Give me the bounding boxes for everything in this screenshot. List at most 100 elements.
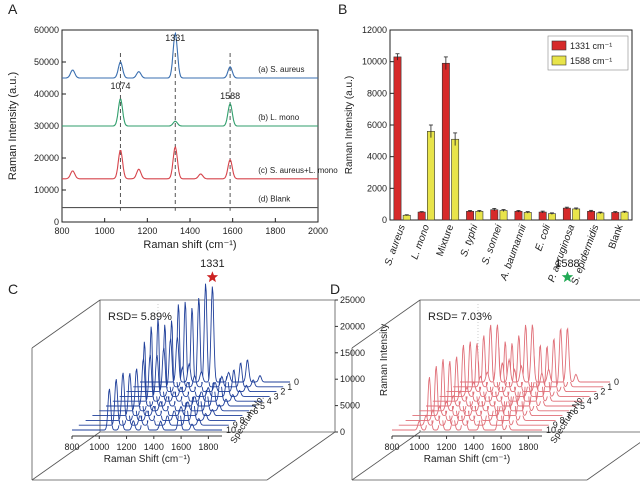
waterfall-spectrum-number: 1 [287,382,292,392]
panel-b-bar [587,210,596,221]
panel-a-y-tick-label: 20000 [34,153,59,163]
waterfall-x-tick-label: 1400 [464,442,484,452]
panel-b-bar [426,131,435,221]
waterfall-spectrum [140,286,290,383]
waterfall-spectrum-mask [460,324,610,382]
panel-b-bar [475,210,484,221]
panel-a-series-line [62,31,318,79]
waterfall-x-tick-label: 1200 [437,442,457,452]
waterfall-spectrum-number: 7 [246,411,251,421]
waterfall-spectrum-number: 6 [253,406,258,416]
panel-a-x-axis-title: Raman shift (cm⁻¹) [143,239,236,251]
panel-a-x-tick-label: 1600 [223,226,243,236]
panel-b-y-tick-label: 10000 [362,57,387,67]
waterfall-spectrum-number: 5 [260,401,265,411]
panel-a-series-line [62,98,318,127]
waterfall-x-axis-title: Raman Shift (cm⁻¹) [104,454,190,465]
panel-b-category-label: E. coli [533,223,553,253]
panel-b-category-label: S. sonnei [480,223,505,267]
waterfall-peak-star-icon [206,271,219,283]
waterfall-peak-label: 1588 [555,258,579,270]
waterfall-x-tick-label: 1800 [198,442,218,452]
waterfall-spectrum-number: 2 [600,387,605,397]
waterfall-rsd-label: RSD= 7.03% [428,311,492,323]
panel-label-D: D [330,281,340,297]
panel-a-y-tick-label: 0 [54,217,59,227]
panel-a-y-tick-label: 40000 [34,89,59,99]
waterfall-spectrum [412,361,563,417]
waterfall-z-tick-label: 0 [340,427,345,437]
waterfall-spectrum-mask [106,304,256,406]
waterfall-spectrum-mask [85,318,236,421]
waterfall-spectrum-number: 4 [587,396,592,406]
panel-b-bar [596,212,605,221]
waterfall-spectrum-number: 3 [594,391,599,401]
panel-a-x-tick-label: 1800 [265,226,285,236]
waterfall-spectrum-mask [439,343,590,397]
panel-b-category-label: S. aureus [383,223,408,267]
waterfall-z-axis-title: Raman Intensity [379,324,390,396]
waterfall-x-tick-label: 1600 [491,442,511,452]
panel-b-legend-swatch [551,40,567,51]
panel-b-category-label: S. typhi [459,223,481,259]
panel-a-series-label: (a) S. aureus [258,65,304,74]
waterfall-spectrum-mask [446,335,597,392]
panel-a-x-tick-label: 800 [54,226,69,236]
panel-label-B: B [338,1,347,17]
waterfall-spectrum-mask [432,341,583,402]
waterfall-spectrum-mask [405,359,556,421]
waterfall-z-tick-label: 15000 [340,348,365,358]
waterfall-box-edge [586,442,640,481]
panel-a-x-tick-label: 1200 [137,226,157,236]
panel-b-legend-label: 1331 cm⁻¹ [570,41,612,51]
waterfall-spectrum [453,324,604,388]
waterfall-spectrum-mask [119,308,270,397]
waterfall-x-tick-label: 800 [64,442,79,452]
waterfall-z-tick-label: 25000 [340,295,365,305]
waterfall-spectrum-number: 8 [240,415,245,425]
waterfall-x-tick-label: 1800 [518,442,538,452]
panel-a-series-label: (d) Blank [258,195,291,204]
waterfall-spectrum-number: 2 [280,387,285,397]
panel-b-bar [451,138,460,221]
waterfall-peak-star-icon [561,271,574,283]
waterfall-z-tick-label: 20000 [340,321,365,331]
waterfall-x-tick-label: 1200 [117,442,137,452]
panel-b-bar [538,211,547,221]
panel-b-y-tick-label: 4000 [367,152,387,162]
waterfall-x-tick-label: 800 [384,442,399,452]
waterfall-spectrum-mask [419,356,570,411]
panel-b-bar [466,210,475,221]
waterfall-spectrum-number: 4 [267,396,272,406]
waterfall-spectrum [392,377,542,431]
waterfall-spectrum-mask [99,320,250,411]
waterfall-spectrum-number: 7 [566,411,571,421]
waterfall-spectrum-mask [453,324,604,387]
waterfall-z-tick-label: 10000 [340,374,365,384]
waterfall-spectrum [398,366,549,426]
panel-a-y-tick-label: 60000 [34,25,59,35]
panel-b-bar [490,209,499,221]
panel-a-x-tick-label: 1000 [95,226,115,236]
panel-b-category-label: Mixture [435,223,457,258]
waterfall-spectrum-mask [72,341,222,430]
waterfall-box-edge [31,431,101,481]
panel-b-bar [441,62,450,221]
waterfall-box-edge [351,431,421,481]
waterfall-spectrum-mask [92,324,243,416]
waterfall-peak-label: 1331 [200,258,224,270]
panel-b-bar [572,208,581,221]
waterfall-spectrum-number: 0 [614,377,619,387]
panel-a-x-tick-label: 1400 [180,226,200,236]
panel-b-bar [499,210,508,221]
waterfall-spectrum-mask [112,301,263,402]
panel-b-y-tick-label: 2000 [367,183,387,193]
waterfall-spectrum-number: 10 [226,425,236,435]
panel-a-peak-label: 1588 [220,91,240,101]
panel-b-bar [611,212,620,221]
waterfall-spectrum-number: 9 [233,420,238,430]
panel-a-y-axis-title: Raman Intensity (a.u.) [7,72,19,180]
waterfall-spectrum-number: 1 [607,382,612,392]
waterfall-spectrum-number: 6 [573,406,578,416]
waterfall-spectrum [439,343,590,397]
